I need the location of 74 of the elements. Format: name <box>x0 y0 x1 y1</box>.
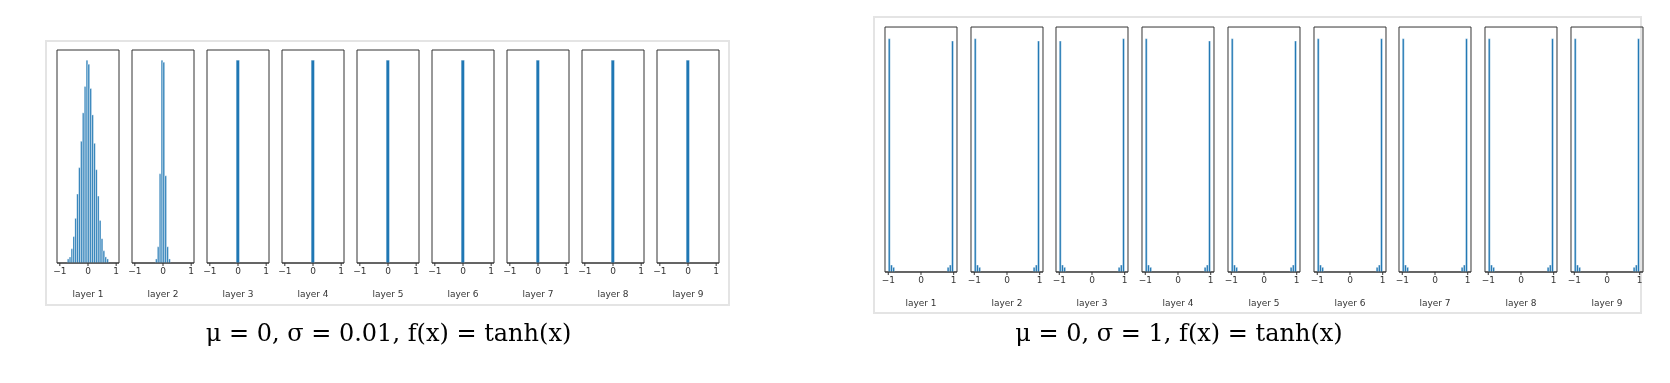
x-tick-label: 0 <box>1518 275 1525 286</box>
x-tick-label: 0 <box>385 266 392 277</box>
x-tick-label: 0 <box>160 266 167 277</box>
x-tick-label: 1 <box>1036 275 1043 286</box>
x-tick-label: 1 <box>1636 275 1643 286</box>
text: μ = 0, σ = 1, f(x) = tanh(x) <box>1014 319 1344 347</box>
x-tick-label: 0 <box>310 266 317 277</box>
x-tick-label: −1 <box>278 266 292 277</box>
x-tick-label: −1 <box>653 266 667 277</box>
x-tick-label: −1 <box>1395 275 1410 286</box>
x-tick-label: −1 <box>578 266 592 277</box>
x-tick-label: 1 <box>1293 275 1300 286</box>
x-tick-label: −1 <box>1138 275 1152 286</box>
x-axis-title: layer 5 <box>1248 297 1280 308</box>
x-tick-label: −1 <box>503 266 517 277</box>
x-tick-label: −1 <box>53 266 67 277</box>
x-tick-label: 1 <box>1550 275 1557 286</box>
x-tick-label: 1 <box>338 266 345 277</box>
x-axis-title: layer 2 <box>147 289 179 299</box>
x-tick-label: 1 <box>1465 275 1471 286</box>
x-tick-label: 0 <box>1175 275 1182 286</box>
x-axis-title: layer 6 <box>1333 297 1366 308</box>
x-axis-title: layer 7 <box>1419 297 1451 308</box>
x-tick-label: 0 <box>918 275 925 286</box>
x-tick-label: −1 <box>1224 275 1238 286</box>
x-axis-title: layer 5 <box>372 289 404 299</box>
x-tick-label: 0 <box>1603 275 1610 286</box>
x-tick-label: −1 <box>128 266 142 277</box>
x-tick-label: 0 <box>685 266 692 277</box>
x-tick-label: 0 <box>610 266 617 277</box>
x-axis-title: layer 8 <box>597 289 629 299</box>
x-tick-label: −1 <box>1567 275 1581 286</box>
x-axis-title: layer 4 <box>297 289 329 299</box>
x-tick-label: 1 <box>1122 275 1128 286</box>
x-tick-label: 1 <box>413 266 420 277</box>
x-tick-label: −1 <box>1481 275 1495 286</box>
x-tick-label: 0 <box>1432 275 1439 286</box>
x-tick-label: −1 <box>353 266 367 277</box>
x-tick-label: 1 <box>1207 275 1214 286</box>
x-axis-title: layer 3 <box>1076 297 1108 308</box>
x-tick-label: 0 <box>535 266 542 277</box>
x-tick-label: 1 <box>950 275 957 286</box>
x-tick-label: −1 <box>428 266 442 277</box>
x-tick-label: −1 <box>967 275 981 286</box>
x-tick-label: 1 <box>263 266 270 277</box>
x-tick-label: 1 <box>1379 275 1386 286</box>
x-axis-title: layer 9 <box>1591 297 1623 308</box>
x-tick-label: 0 <box>235 266 242 277</box>
x-tick-label: −1 <box>881 275 895 286</box>
text: μ = 0, σ = 0.01, f(x) = tanh(x) <box>204 319 573 347</box>
x-tick-label: 1 <box>563 266 570 277</box>
x-axis-title: layer 7 <box>522 289 554 299</box>
x-tick-label: 0 <box>1089 275 1096 286</box>
x-axis-title: layer 6 <box>447 289 479 299</box>
x-tick-label: 1 <box>488 266 495 277</box>
x-tick-label: 0 <box>460 266 467 277</box>
x-tick-label: 0 <box>1346 275 1353 286</box>
x-tick-label: 1 <box>188 266 195 277</box>
x-tick-label: −1 <box>1310 275 1324 286</box>
x-tick-label: −1 <box>1053 275 1067 286</box>
x-axis-title: layer 1 <box>72 289 104 299</box>
x-axis-title: layer 3 <box>222 289 254 299</box>
x-tick-label: 0 <box>85 266 92 277</box>
x-tick-label: −1 <box>203 266 217 277</box>
x-axis-title: layer 2 <box>991 297 1023 308</box>
x-tick-label: 1 <box>713 266 720 277</box>
x-axis-title: layer 8 <box>1505 297 1537 308</box>
x-axis-title: layer 4 <box>1162 297 1194 308</box>
x-tick-label: 0 <box>1003 275 1010 286</box>
x-tick-label: 1 <box>113 266 120 277</box>
x-tick-label: 1 <box>638 266 645 277</box>
x-axis-title: layer 1 <box>905 297 937 308</box>
x-axis-title: layer 9 <box>672 289 704 299</box>
x-tick-label: 0 <box>1260 275 1267 286</box>
